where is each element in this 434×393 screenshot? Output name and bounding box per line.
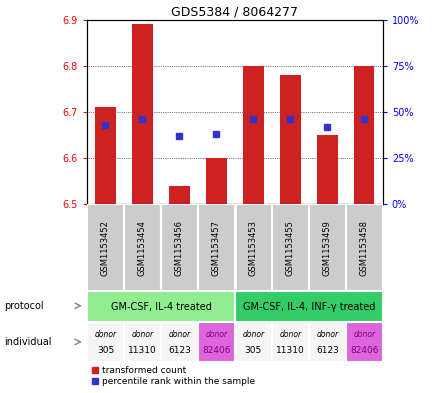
Bar xyxy=(95,107,115,204)
Text: donor: donor xyxy=(242,330,264,338)
Bar xyxy=(271,204,308,291)
Bar xyxy=(234,291,382,322)
Bar xyxy=(234,322,271,362)
Bar xyxy=(132,24,152,204)
Text: 305: 305 xyxy=(244,346,261,355)
Text: donor: donor xyxy=(131,330,153,338)
Bar xyxy=(197,204,234,291)
Bar xyxy=(243,66,263,204)
Bar xyxy=(87,204,124,291)
Bar xyxy=(316,135,337,204)
Bar xyxy=(308,204,345,291)
Title: GDS5384 / 8064277: GDS5384 / 8064277 xyxy=(171,6,298,18)
Text: donor: donor xyxy=(279,330,301,338)
Text: GSM1153454: GSM1153454 xyxy=(138,220,147,275)
Bar xyxy=(87,291,234,322)
Text: donor: donor xyxy=(316,330,338,338)
Bar xyxy=(124,204,161,291)
Bar xyxy=(345,322,382,362)
Bar xyxy=(161,322,197,362)
Text: donor: donor xyxy=(352,330,375,338)
Text: 82406: 82406 xyxy=(202,346,230,355)
Text: GM-CSF, IL-4, INF-γ treated: GM-CSF, IL-4, INF-γ treated xyxy=(242,301,374,312)
Text: 11310: 11310 xyxy=(275,346,304,355)
Text: 305: 305 xyxy=(97,346,114,355)
Text: 11310: 11310 xyxy=(128,346,157,355)
Text: GSM1153457: GSM1153457 xyxy=(211,220,220,275)
Legend: transformed count, percentile rank within the sample: transformed count, percentile rank withi… xyxy=(91,366,255,386)
Bar xyxy=(197,322,234,362)
Text: donor: donor xyxy=(94,330,116,338)
Bar xyxy=(279,75,300,204)
Bar xyxy=(206,158,226,204)
Text: 6123: 6123 xyxy=(168,346,191,355)
Bar xyxy=(308,322,345,362)
Bar xyxy=(124,322,161,362)
Text: GSM1153458: GSM1153458 xyxy=(359,220,368,275)
Bar xyxy=(353,66,374,204)
Text: 6123: 6123 xyxy=(315,346,338,355)
Text: GSM1153452: GSM1153452 xyxy=(101,220,110,275)
Text: GSM1153456: GSM1153456 xyxy=(174,220,184,275)
Text: donor: donor xyxy=(168,330,190,338)
Text: individual: individual xyxy=(4,337,52,347)
Text: GSM1153453: GSM1153453 xyxy=(248,220,257,275)
Text: 82406: 82406 xyxy=(349,346,378,355)
Bar xyxy=(345,204,382,291)
Text: GSM1153459: GSM1153459 xyxy=(322,220,331,275)
Bar xyxy=(169,186,189,204)
Text: GSM1153455: GSM1153455 xyxy=(285,220,294,275)
Bar xyxy=(271,322,308,362)
Bar xyxy=(234,204,271,291)
Bar xyxy=(161,204,197,291)
Text: donor: donor xyxy=(205,330,227,338)
Bar xyxy=(87,322,124,362)
Text: GM-CSF, IL-4 treated: GM-CSF, IL-4 treated xyxy=(110,301,211,312)
Text: protocol: protocol xyxy=(4,301,44,311)
